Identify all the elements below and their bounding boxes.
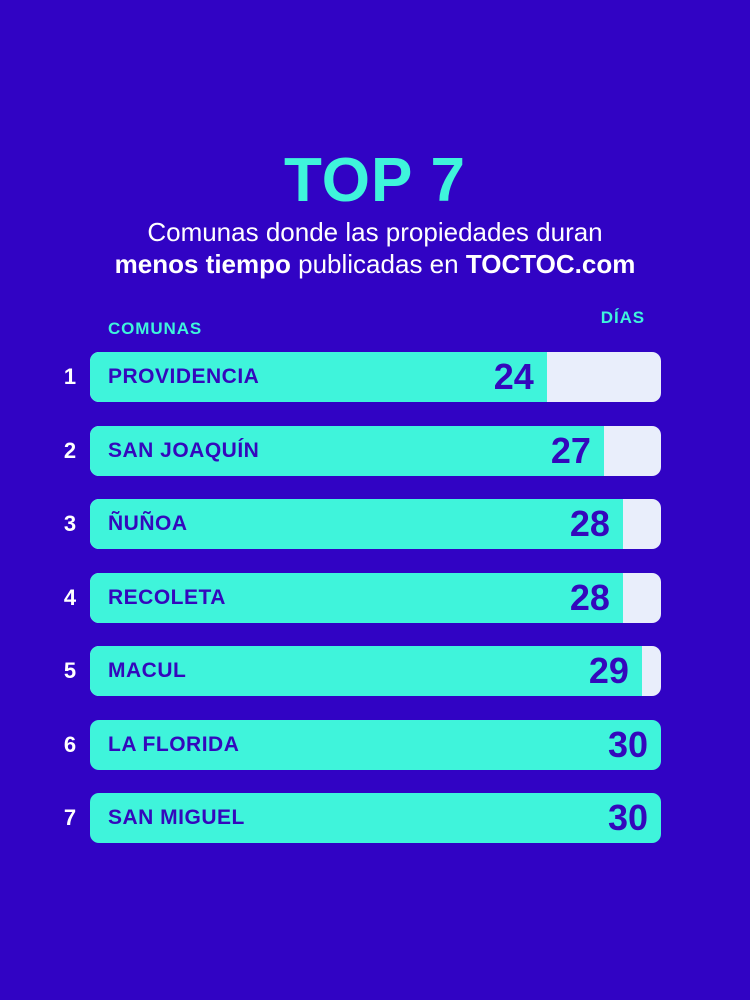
- commune-label: SAN MIGUEL: [108, 806, 245, 829]
- bar-track: MACUL 29: [90, 646, 661, 696]
- bar-fill: SAN MIGUEL 30: [90, 793, 661, 843]
- bar-fill: RECOLETA 28: [90, 572, 623, 623]
- subtitle-line-1: Comunas donde las propiedades duran: [147, 217, 603, 247]
- bar-track: SAN JOAQUÍN 27: [90, 425, 661, 476]
- commune-label: RECOLETA: [108, 585, 226, 609]
- days-value: 27: [550, 429, 591, 471]
- bar-row: 2 SAN JOAQUÍN 27: [50, 425, 661, 476]
- rank-number: 5: [63, 658, 77, 683]
- subtitle-emphasis-menos-tiempo: menos tiempo: [114, 249, 291, 279]
- rank-number: 4: [63, 584, 77, 610]
- bar-chart: COMUNAS DÍAS 1 PROVIDENCIA 24 2 SAN JOAQ…: [50, 306, 661, 843]
- bar-track: LA FLORIDA 30: [90, 719, 661, 770]
- bar-track: ÑUÑOA 28: [90, 499, 661, 549]
- bar-row: 1 PROVIDENCIA 24: [50, 352, 661, 402]
- rank-number: 1: [63, 364, 77, 389]
- rank-number: 6: [63, 731, 77, 757]
- days-value: 30: [607, 723, 648, 765]
- page-title: TOP 7: [284, 146, 466, 215]
- bar-fill: MACUL 29: [90, 646, 642, 696]
- column-header-comunas: COMUNAS: [108, 319, 203, 338]
- bar-track: SAN MIGUEL 30: [90, 793, 661, 843]
- subtitle: Comunas donde las propiedades duran menos…: [0, 216, 750, 280]
- days-value: 29: [588, 650, 629, 691]
- column-header-dias: DÍAS: [600, 308, 645, 327]
- rank-number: 3: [63, 511, 77, 536]
- bar-track: RECOLETA 28: [90, 572, 661, 623]
- rank-number: 7: [63, 805, 77, 830]
- days-value: 28: [569, 576, 610, 618]
- days-value: 28: [569, 503, 610, 544]
- bar-row: 6 LA FLORIDA 30: [50, 719, 661, 770]
- days-value: 30: [607, 797, 648, 838]
- rank-number: 2: [63, 437, 77, 463]
- bar-fill: LA FLORIDA 30: [90, 719, 661, 770]
- subtitle-line-2-regular: publicadas en: [298, 249, 459, 279]
- subtitle-emphasis-toctoc: TOCTOC.com: [465, 249, 636, 279]
- bar-fill: SAN JOAQUÍN 27: [90, 425, 604, 476]
- commune-label: PROVIDENCIA: [108, 365, 260, 388]
- bar-rows: 1 PROVIDENCIA 24 2 SAN JOAQUÍN 27 3 ÑUÑO…: [50, 352, 661, 843]
- bar-row: 7 SAN MIGUEL 30: [50, 793, 661, 843]
- bar-row: 4 RECOLETA 28: [50, 572, 661, 623]
- bar-track: PROVIDENCIA 24: [90, 352, 661, 402]
- bar-fill: PROVIDENCIA 24: [90, 352, 547, 402]
- chart-header: COMUNAS DÍAS: [50, 306, 661, 352]
- commune-label: MACUL: [108, 659, 187, 682]
- commune-label: SAN JOAQUÍN: [108, 438, 260, 462]
- commune-label: LA FLORIDA: [108, 732, 240, 756]
- bar-row: 5 MACUL 29: [50, 646, 661, 696]
- days-value: 24: [493, 356, 534, 397]
- bar-fill: ÑUÑOA 28: [90, 499, 623, 549]
- commune-label: ÑUÑOA: [108, 512, 188, 535]
- bar-row: 3 ÑUÑOA 28: [50, 499, 661, 549]
